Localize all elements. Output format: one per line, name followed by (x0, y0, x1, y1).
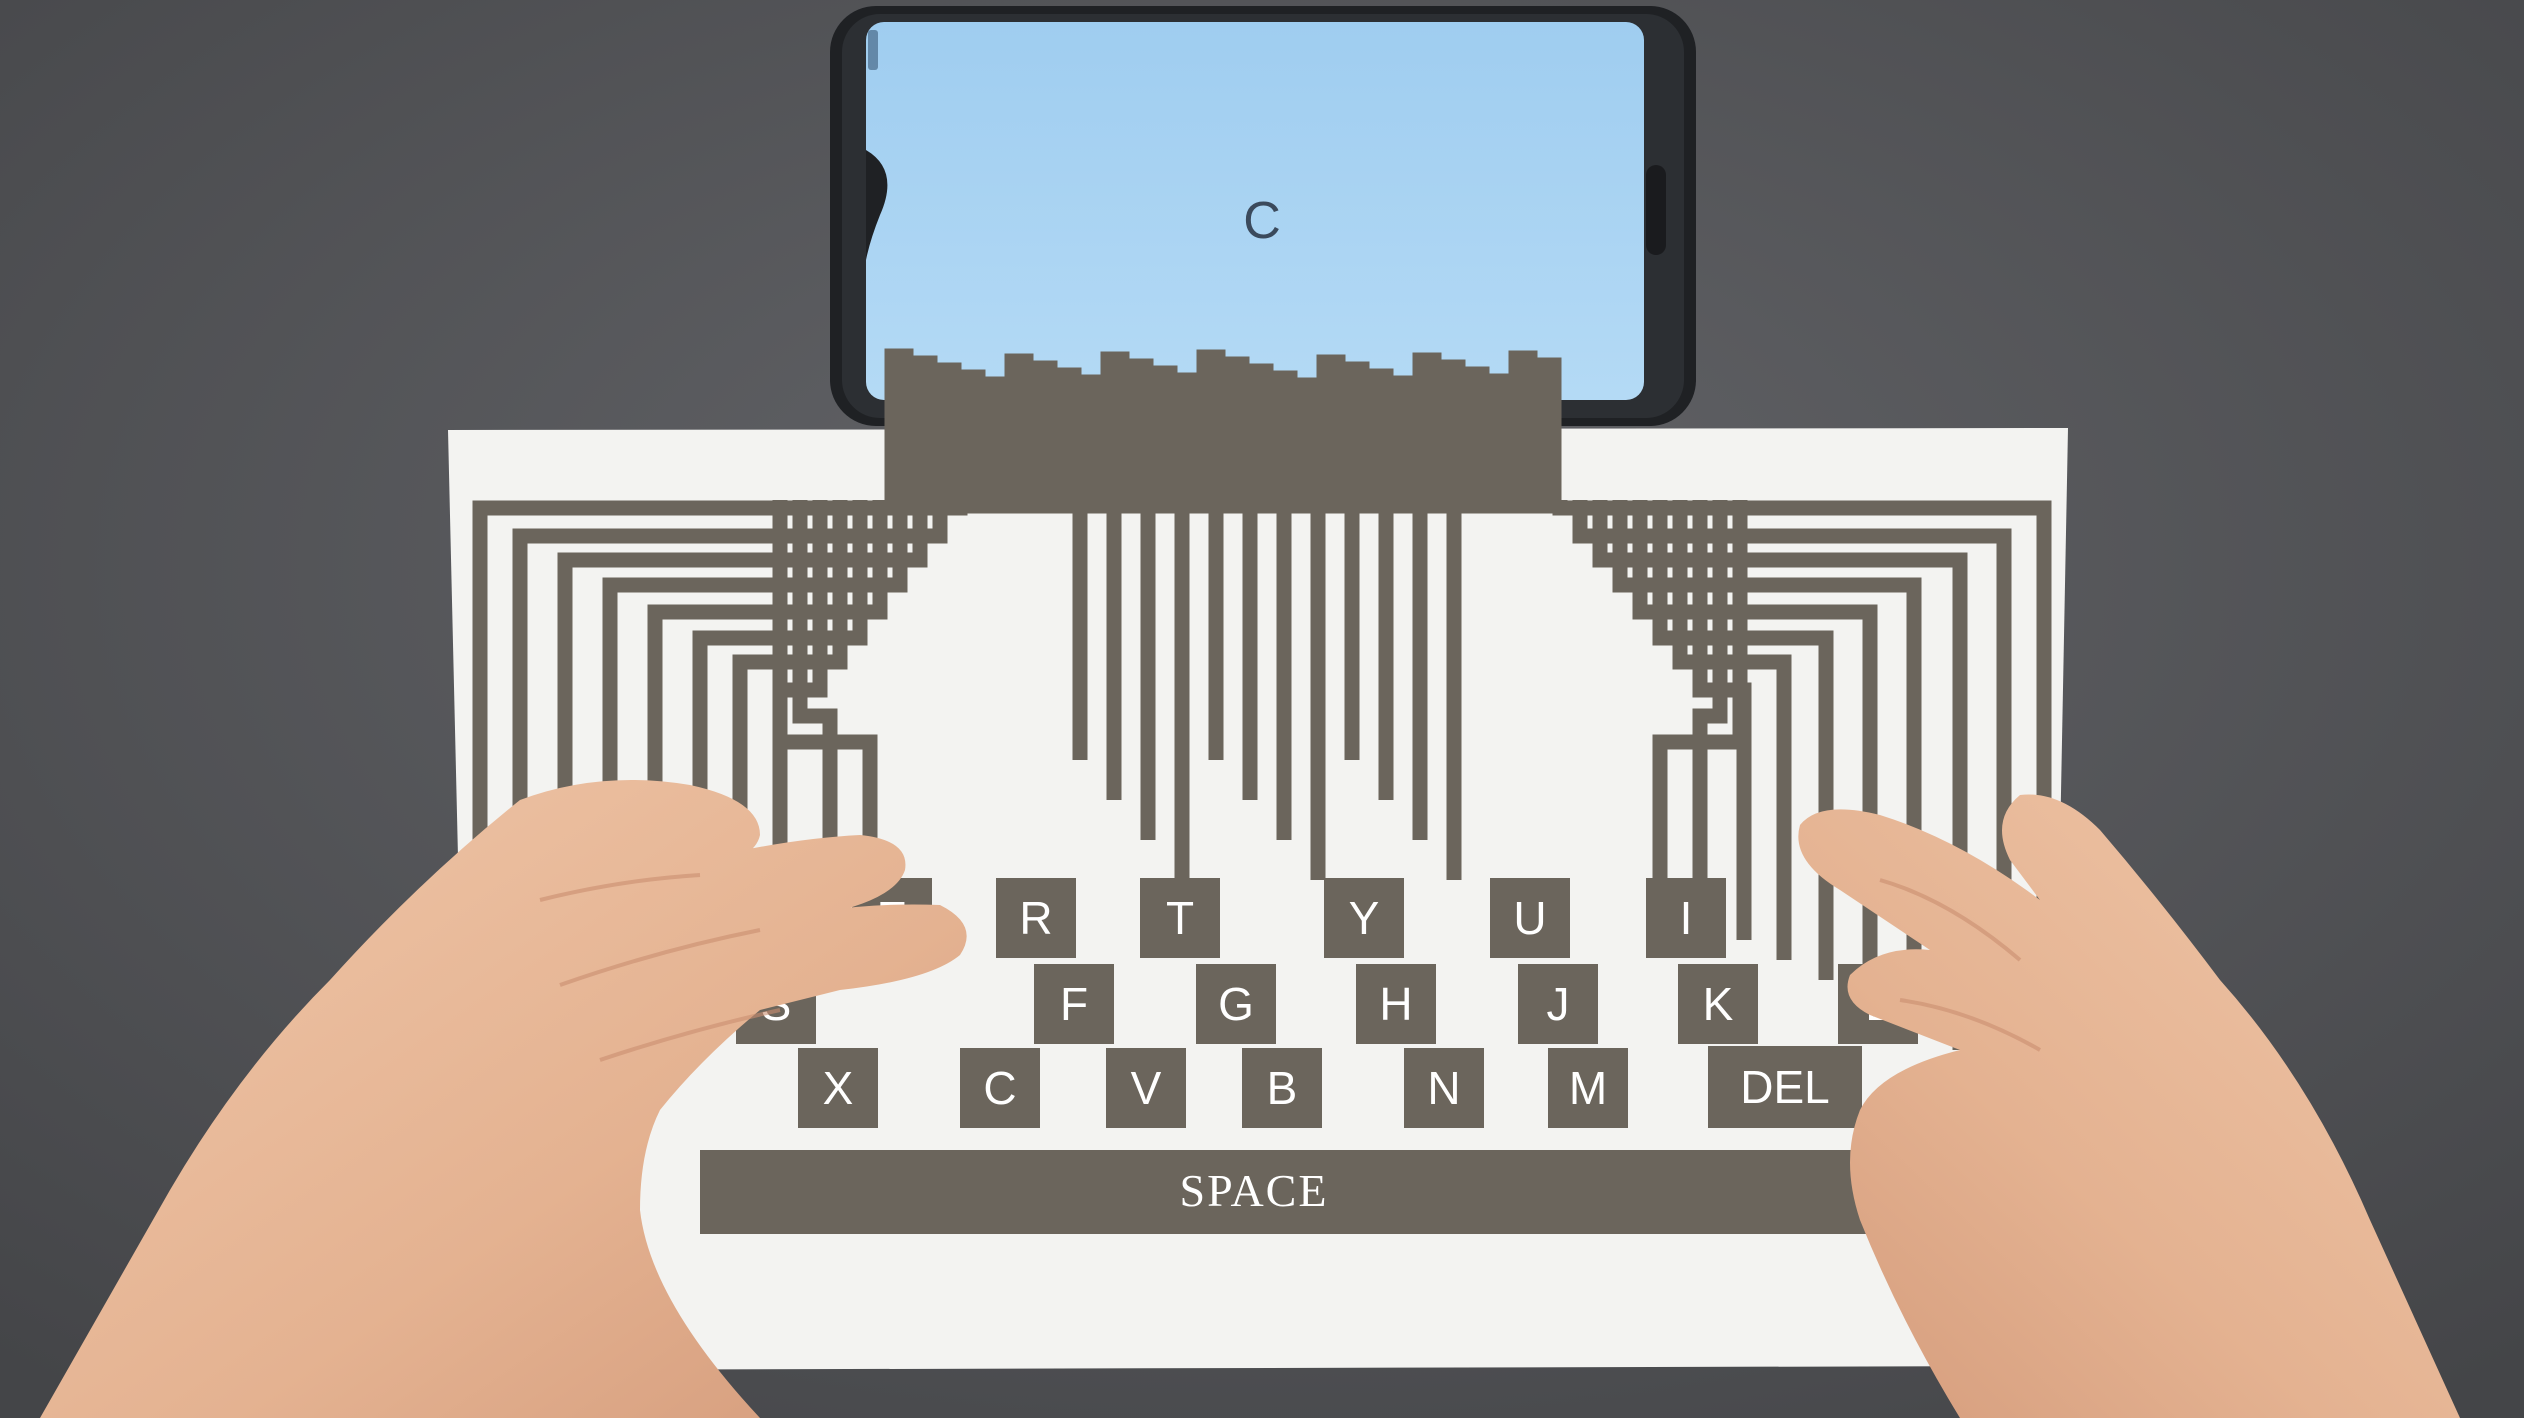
contact-strip (1004, 353, 1034, 514)
trace-line (1692, 500, 1728, 900)
contact-strip (908, 355, 938, 514)
right-hand (1798, 794, 2460, 1418)
contact-strip (1316, 354, 1346, 514)
key-label: K (1703, 978, 1734, 1030)
contact-strip (1196, 349, 1226, 514)
trace-line (1672, 500, 1792, 960)
trace-line (1572, 500, 2012, 1000)
contact-strip (1172, 372, 1202, 514)
key-label: G (1218, 978, 1254, 1030)
key-f: F (1034, 964, 1114, 1044)
contact-strip (1052, 367, 1082, 514)
key-label: J (1547, 978, 1570, 1030)
contact-strip (1244, 363, 1274, 514)
space-bar (700, 1150, 1900, 1234)
key-label: C (983, 1062, 1016, 1114)
del-key (1708, 1046, 1862, 1128)
key-k: K (1678, 964, 1758, 1044)
contact-strip (956, 369, 986, 514)
contact-strip (1028, 360, 1058, 514)
trace-line (772, 500, 878, 880)
key-j: J (1518, 964, 1598, 1044)
home-button (1646, 165, 1666, 255)
key-label: H (1379, 978, 1412, 1030)
screen-typed-text: C (1243, 192, 1281, 250)
contact-strip (1532, 357, 1562, 514)
contact-strip (932, 362, 962, 514)
del-label: DEL (1740, 1061, 1829, 1113)
key-label: Y (1349, 892, 1380, 944)
contact-strip (1124, 358, 1154, 514)
contact-strip (980, 376, 1010, 514)
smartphone: C (830, 6, 1696, 426)
space-label: SPACE (1180, 1165, 1329, 1216)
contact-strip (884, 348, 914, 514)
trace-line (1552, 500, 2052, 1000)
trace-line (1632, 500, 1878, 1010)
key-label: T (1166, 892, 1194, 944)
key-g: G (1196, 964, 1276, 1044)
trace-line (1612, 500, 1922, 960)
contact-strip (1364, 368, 1394, 514)
contact-strip (1460, 366, 1490, 514)
trace-line (1592, 500, 1968, 1050)
contact-strip (1076, 374, 1106, 514)
key-h: H (1356, 964, 1436, 1044)
key-m: M (1548, 1048, 1628, 1128)
trace-line (1652, 500, 1748, 880)
key-t: T (1140, 878, 1220, 958)
contact-strip (1484, 373, 1514, 514)
key-n: N (1404, 1048, 1484, 1128)
key-label: V (1131, 1062, 1162, 1114)
contact-strip (1436, 359, 1466, 514)
key-label: R (1019, 892, 1052, 944)
trace-line (472, 500, 968, 1110)
contact-strip (1268, 370, 1298, 514)
key-label: X (823, 1062, 854, 1114)
key-b: B (1242, 1048, 1322, 1128)
key-x: X (798, 1048, 878, 1128)
key-u: U (1490, 878, 1570, 958)
paper-sheet (448, 428, 2068, 1370)
contact-strip (1412, 352, 1442, 514)
key-label: B (1267, 1062, 1298, 1114)
key-v: V (1106, 1048, 1186, 1128)
key-label: F (1060, 978, 1088, 1030)
trace-line (792, 500, 838, 900)
left-hand (40, 780, 967, 1418)
contact-strip (1340, 361, 1370, 514)
key-label: I (1680, 892, 1693, 944)
contact-strip (1292, 377, 1322, 514)
key-i: I (1646, 878, 1726, 958)
key-c: C (960, 1048, 1040, 1128)
contact-strip (1100, 351, 1130, 514)
contact-strip (1220, 356, 1250, 514)
key-y: Y (1324, 878, 1404, 958)
contact-strip (1508, 350, 1538, 514)
key-label: N (1427, 1062, 1460, 1114)
contact-strip (1148, 365, 1178, 514)
key-label: M (1569, 1062, 1607, 1114)
key-r: R (996, 878, 1076, 958)
contact-strip (1388, 375, 1418, 514)
phone-screen (866, 22, 1644, 400)
key-label: U (1513, 892, 1546, 944)
